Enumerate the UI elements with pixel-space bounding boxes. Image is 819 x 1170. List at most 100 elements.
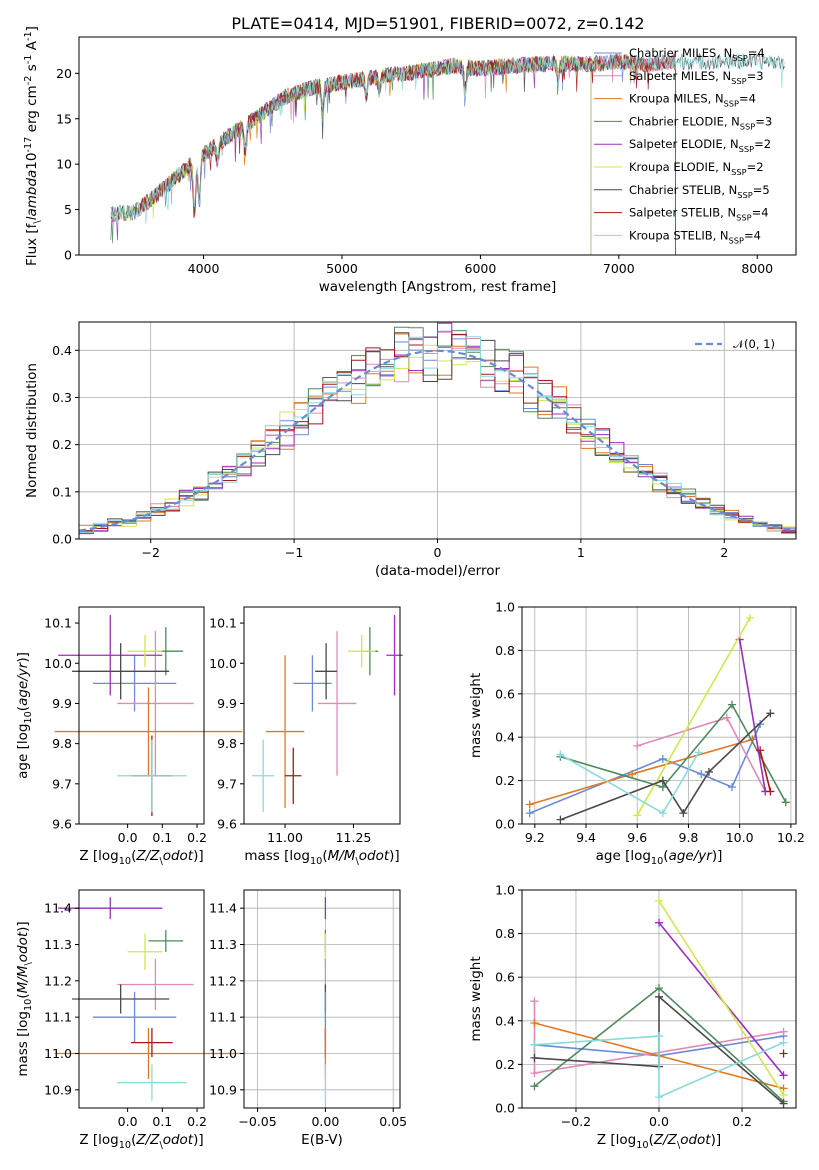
x-axis-label: Z [log10(Z/Z\odot)] xyxy=(79,848,203,867)
x-tick-label: 0.2 xyxy=(187,830,207,845)
weight-series xyxy=(655,896,788,1099)
plus-marker xyxy=(766,787,775,796)
y-tick-label: 11.4 xyxy=(209,901,237,916)
x-tick-label: 0 xyxy=(434,545,442,560)
y-tick-label: 0.8 xyxy=(495,643,515,658)
plus-marker xyxy=(658,754,667,763)
errorbar-point xyxy=(315,643,338,700)
y-tick-label: 9.7 xyxy=(217,776,237,791)
weight_vs_age-frame: 9.2 9.4 9.6 9.8 10.0 10.2 0.0 0.2 0.4 0.6 0.8 1.0 ag… xyxy=(468,600,805,868)
y-tick-label: 0.4 xyxy=(495,730,515,745)
plus-marker xyxy=(779,1027,788,1036)
mass_vs_EBV-frame: −0.05 0.00 0.05 10.9 11.0 11.1 11.2 11.3 11.4 E(B… xyxy=(209,889,407,1148)
errorbar-point xyxy=(252,739,275,812)
spectrum-line xyxy=(139,54,676,255)
y-tick-label: 0.0 xyxy=(495,817,515,832)
legend-label: Salpeter MILES, NSSP=3 xyxy=(629,69,764,86)
errorbar-point xyxy=(293,655,332,712)
weight-series xyxy=(530,1032,788,1102)
spectrum-line xyxy=(139,53,676,255)
x-tick-label: 1 xyxy=(577,545,585,560)
series-line xyxy=(529,738,753,806)
legend-label: Kroupa STELIB, NSSP=4 xyxy=(629,228,761,245)
spectrum-line xyxy=(110,52,785,224)
y-tick-label: 10 xyxy=(56,157,72,172)
errorbar-point xyxy=(117,959,194,1010)
y-tick-label: 11.3 xyxy=(209,937,237,952)
errorbar-point xyxy=(54,687,243,776)
y-tick-label: 1.0 xyxy=(495,600,515,615)
plus-marker xyxy=(779,1090,788,1099)
series-line xyxy=(534,1035,784,1099)
plus-marker xyxy=(530,1040,539,1049)
errorbar-point xyxy=(72,984,170,1014)
legend-label: Chabrier MILES, NSSP=4 xyxy=(629,46,765,63)
x-axis-label: wavelength [Angstrom, rest frame] xyxy=(319,279,557,295)
spectrum-legend: Chabrier MILES, NSSP=4 Salpeter MILES, NS… xyxy=(594,46,772,245)
plus-marker xyxy=(727,783,736,792)
series-line xyxy=(534,995,785,1105)
weight-series xyxy=(556,748,703,818)
age_vs_mass-frame: 11.00 11.25 9.6 9.7 9.8 9.9 10.0 10.1 mass [log1… xyxy=(209,606,401,867)
y-tick-label: 0.8 xyxy=(495,926,515,941)
x-tick-label: 0.0 xyxy=(118,1114,138,1129)
errorbar-point xyxy=(92,655,177,712)
weight-series xyxy=(735,635,770,796)
plus-marker xyxy=(658,809,667,818)
y-tick-label: 0.6 xyxy=(495,970,515,985)
weight_vs_age-axes xyxy=(522,606,796,825)
plus-marker xyxy=(655,1032,663,1041)
errorbar-point xyxy=(131,1028,173,1058)
x-tick-label: −0.2 xyxy=(561,1114,591,1129)
weight-series xyxy=(756,746,775,796)
errorbar-point xyxy=(117,631,194,776)
y-tick-label: 0.0 xyxy=(52,532,72,547)
plus-marker xyxy=(525,800,534,809)
weight-series xyxy=(633,613,754,820)
axes-frame xyxy=(243,606,401,825)
plus-marker xyxy=(704,767,713,776)
errorbar-point xyxy=(127,933,163,970)
age_vs_Z-plot-area xyxy=(54,615,243,816)
series-line xyxy=(759,750,772,792)
plus-marker xyxy=(766,709,775,718)
y-tick-label: 0 xyxy=(64,248,72,263)
x-tick-label: 7000 xyxy=(603,261,635,276)
y-tick-label: 11.4 xyxy=(44,901,72,916)
plus-marker xyxy=(745,613,754,622)
histogram-step xyxy=(79,336,796,533)
y-tick-label: 10.9 xyxy=(44,1082,72,1097)
plus-marker xyxy=(628,770,637,779)
y-tick-label: 11.2 xyxy=(44,973,72,988)
plus-marker xyxy=(530,997,539,1006)
spectrum-line xyxy=(110,55,592,256)
x-tick-label: −0.05 xyxy=(238,1114,276,1129)
weight_vs_Z-frame: −0.2 0.0 0.2 0.0 0.2 0.4 0.6 0.8 1.0 Z [log10(Z/Z… xyxy=(468,883,797,1151)
y-tick-label: 20 xyxy=(56,66,72,81)
x-tick-label: 11.25 xyxy=(336,830,372,845)
plus-marker xyxy=(556,750,565,759)
mass_vs_EBV-axes xyxy=(244,890,400,1108)
plus-marker xyxy=(756,720,765,729)
y-axis-label: Flux [f\lambda10-17 erg cm-2 s-1 A-1] xyxy=(23,26,43,266)
plus-marker xyxy=(779,1099,788,1108)
y-tick-label: 9.7 xyxy=(52,776,72,791)
x-tick-label: 11.00 xyxy=(267,830,303,845)
y-tick-label: 0.4 xyxy=(495,1013,515,1028)
x-axis-label: mass [log10(M/M\odot)] xyxy=(244,848,399,867)
y-tick-label: 15 xyxy=(56,111,72,126)
x-tick-label: 0.1 xyxy=(152,1114,172,1129)
plus-marker xyxy=(556,815,565,824)
errorbar-point xyxy=(317,631,357,776)
age_vs_mass-plot-area xyxy=(252,615,403,812)
y-tick-label: 0.0 xyxy=(495,1101,515,1116)
spectrum-frame: 4000 5000 6000 7000 8000 0 5 10 15 20 wavelength [… xyxy=(23,26,797,295)
plus-marker xyxy=(694,748,703,757)
series-line xyxy=(738,639,767,792)
y-axis-label: age [log10(age/yr)] xyxy=(15,652,34,779)
y-axis-label: mass weight xyxy=(468,673,484,758)
plus-marker xyxy=(779,1071,788,1080)
x-tick-label: 4000 xyxy=(188,261,220,276)
x-tick-label: 9.4 xyxy=(576,830,596,845)
